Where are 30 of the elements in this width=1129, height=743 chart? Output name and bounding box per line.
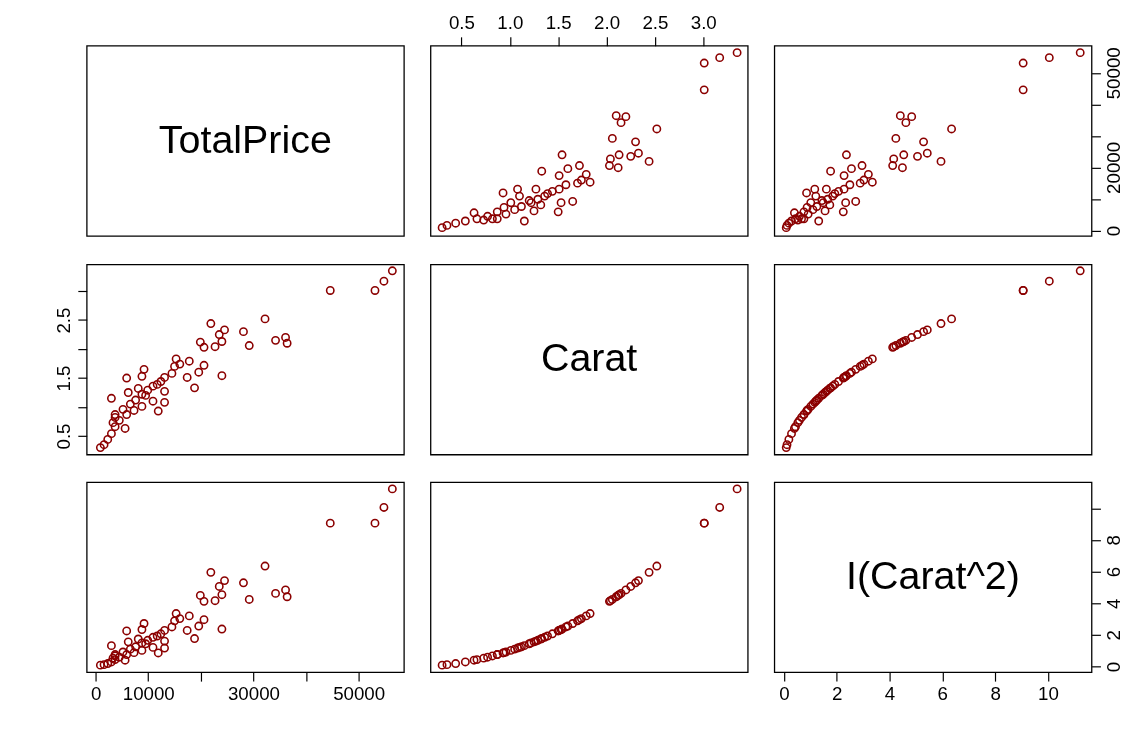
y-tick-label: 8 (1102, 535, 1124, 546)
x-tick-label: 6 (937, 683, 949, 705)
y-tick-label: 0 (1102, 225, 1124, 237)
text: TotalPrice (158, 116, 332, 161)
x-tick-label: 3.0 (690, 12, 717, 34)
x-tick-label: 2.5 (642, 12, 669, 34)
text: Carat (540, 335, 638, 380)
y-tick-label: 2.5 (53, 307, 75, 334)
y-tick-label: 2 (1102, 630, 1124, 641)
text: I(Carat^2) (846, 553, 1020, 598)
y-tick-label: 50000 (1102, 47, 1124, 100)
y-tick-label: 0 (1102, 661, 1124, 673)
y-tick-label: 1.5 (53, 365, 75, 392)
x-tick-label: 1.0 (497, 12, 524, 34)
y-tick-label: 6 (1102, 566, 1124, 578)
y-tick-label: 0.5 (53, 423, 75, 450)
x-tick-label: 50000 (333, 683, 386, 705)
y-tick-label: 20000 (1102, 141, 1124, 194)
y-tick-label: 4 (1102, 598, 1124, 609)
x-tick-label: 30000 (227, 683, 280, 705)
x-tick-label: 2 (831, 683, 843, 705)
x-tick-label: 0 (779, 683, 790, 705)
x-tick-label: 2.0 (594, 12, 621, 34)
x-tick-label: 10000 (122, 683, 175, 705)
x-tick-label: 0 (90, 683, 102, 705)
x-tick-label: 0.5 (448, 12, 475, 34)
x-tick-label: 4 (884, 683, 896, 705)
x-tick-label: 8 (990, 683, 1001, 705)
x-tick-label: 10 (1038, 683, 1059, 705)
x-tick-label: 1.5 (545, 12, 572, 34)
